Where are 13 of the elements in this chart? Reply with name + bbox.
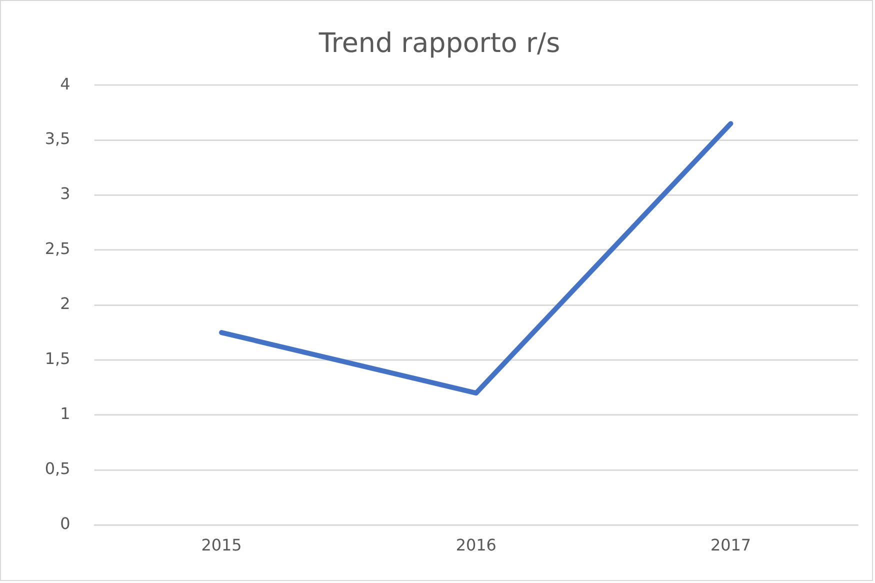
y-tick-label: 3,5	[44, 129, 70, 148]
y-tick-label: 0,5	[44, 459, 70, 478]
y-tick-label: 0	[60, 514, 70, 534]
x-tick-label: 2017	[710, 536, 752, 555]
x-tick-label: 2015	[201, 536, 242, 555]
x-tick-label: 2016	[456, 536, 496, 555]
y-tick-label: 1,5	[44, 349, 70, 368]
y-tick-label: 4	[60, 74, 70, 94]
y-tick-label: 2,5	[44, 239, 70, 258]
y-tick-label: 3	[60, 184, 70, 204]
y-tick-label: 2	[60, 294, 70, 314]
y-tick-label: 1	[60, 404, 70, 424]
chart-title: Trend rapporto r/s	[318, 28, 560, 60]
